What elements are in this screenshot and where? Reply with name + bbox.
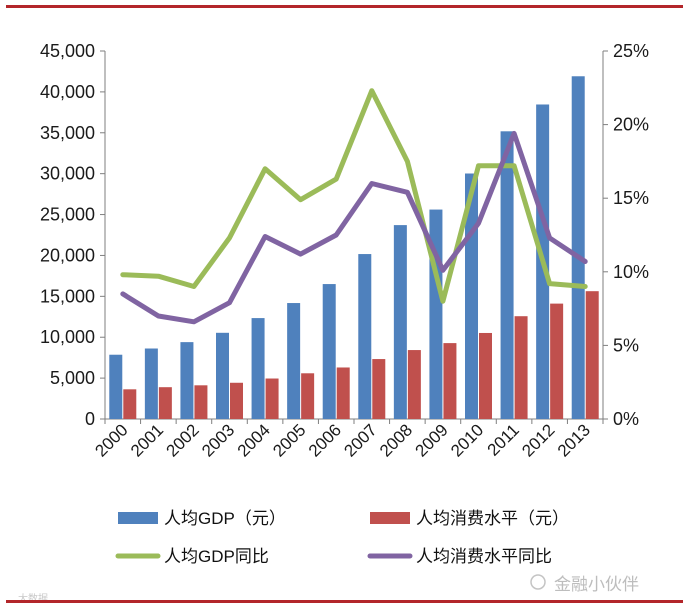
legend-consumption-label: 人均消费水平（元） bbox=[416, 509, 569, 528]
gdp-bar bbox=[500, 131, 514, 419]
x-tick-label: 2004 bbox=[234, 420, 274, 460]
consumption-bar bbox=[230, 382, 243, 419]
x-tick-label: 2011 bbox=[484, 420, 523, 459]
x-tick-label: 2006 bbox=[305, 420, 345, 460]
bottom-rule bbox=[6, 600, 683, 603]
x-tick-label: 2010 bbox=[447, 420, 487, 460]
consumption-bar bbox=[407, 350, 421, 419]
right-tick-label: 10% bbox=[613, 262, 649, 282]
right-tick-label: 0% bbox=[613, 409, 639, 429]
consumption-bar bbox=[372, 359, 386, 419]
consumption-bar bbox=[301, 373, 315, 419]
gdp-bar bbox=[358, 254, 372, 419]
right-tick-label: 5% bbox=[613, 335, 639, 355]
x-tick-label: 2008 bbox=[376, 420, 416, 460]
consumption-bar bbox=[514, 316, 528, 419]
watermark-small-text: 大数据 bbox=[18, 592, 48, 605]
gdp-bar bbox=[322, 284, 336, 419]
consumption-bar bbox=[123, 389, 137, 419]
gdp-yoy-line bbox=[120, 88, 588, 304]
consumption-bar bbox=[585, 291, 599, 419]
left-tick-label: 45,000 bbox=[40, 41, 95, 61]
consumption-bar bbox=[158, 387, 172, 419]
left-tick-label: 10,000 bbox=[40, 327, 95, 347]
right-tick-label: 20% bbox=[613, 115, 649, 135]
left-tick-label: 5,000 bbox=[50, 368, 95, 388]
legend-consumption-yoy-label: 人均消费水平同比 bbox=[416, 547, 552, 566]
gdp-bar bbox=[144, 348, 158, 419]
x-tick-label: 2013 bbox=[554, 420, 594, 460]
gdp-bar bbox=[287, 303, 301, 419]
left-tick-label: 30,000 bbox=[40, 164, 95, 184]
right-tick-label: 25% bbox=[613, 41, 649, 61]
left-tick-label: 40,000 bbox=[40, 82, 95, 102]
gdp-bar bbox=[251, 318, 265, 419]
legend-consumption-swatch bbox=[370, 512, 410, 524]
legend-gdp-swatch bbox=[118, 512, 158, 524]
left-tick-label: 15,000 bbox=[40, 286, 95, 306]
x-tick-label: 2007 bbox=[340, 420, 380, 460]
x-tick-label: 2003 bbox=[198, 420, 238, 460]
consumption-bar bbox=[336, 367, 350, 419]
legend-gdp-label: 人均GDP（元） bbox=[164, 509, 286, 528]
legend-gdp-yoy-label: 人均GDP同比 bbox=[164, 547, 269, 566]
watermark-text: 金融小伙伴 bbox=[554, 575, 639, 594]
consumption-bar bbox=[443, 343, 457, 419]
gdp-bar bbox=[180, 342, 194, 419]
gdp-bar bbox=[571, 76, 585, 419]
x-tick-label: 2002 bbox=[163, 420, 203, 460]
gdp-bar bbox=[109, 354, 123, 419]
consumption-bar bbox=[550, 303, 564, 419]
right-tick-label: 15% bbox=[613, 188, 649, 208]
left-tick-label: 20,000 bbox=[40, 245, 95, 265]
left-tick-label: 0 bbox=[85, 409, 95, 429]
x-tick-label: 2000 bbox=[91, 420, 131, 460]
x-tick-label: 2009 bbox=[412, 420, 452, 460]
left-tick-label: 25,000 bbox=[40, 205, 95, 225]
wechat-icon bbox=[530, 574, 546, 590]
left-tick-label: 35,000 bbox=[40, 123, 95, 143]
consumption-yoy-line bbox=[120, 130, 588, 325]
consumption-bar bbox=[479, 332, 492, 419]
gdp-bar bbox=[393, 225, 407, 419]
consumption-bar bbox=[194, 385, 208, 419]
x-tick-label: 2012 bbox=[518, 420, 558, 460]
gdp-bar bbox=[216, 332, 229, 419]
consumption-bar bbox=[265, 378, 279, 419]
top-rule bbox=[6, 5, 683, 8]
x-tick-label: 2005 bbox=[269, 420, 309, 460]
x-tick-label: 2001 bbox=[127, 420, 167, 460]
